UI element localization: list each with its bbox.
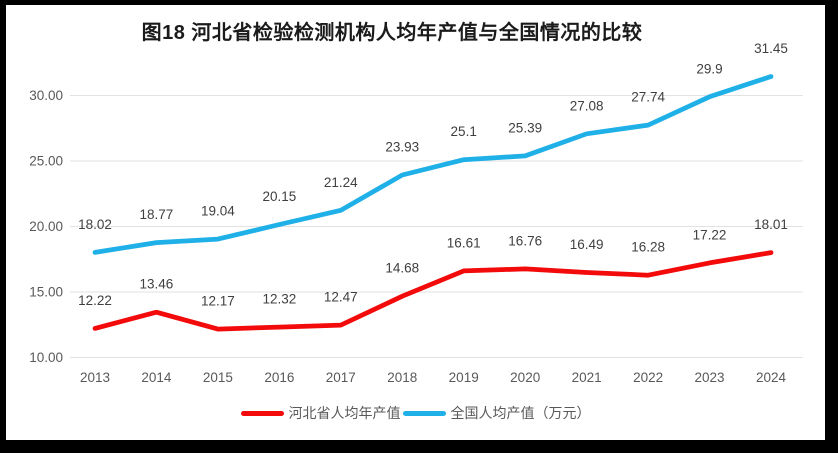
- data-label: 19.04: [201, 204, 235, 219]
- y-axis-tick-label: 30.00: [29, 88, 63, 103]
- x-axis-tick-label: 2020: [510, 370, 540, 385]
- data-label: 25.39: [508, 120, 542, 135]
- data-label: 16.28: [631, 240, 665, 255]
- data-label: 29.9: [696, 61, 722, 76]
- y-axis-tick-label: 25.00: [29, 154, 63, 169]
- x-axis-tick-label: 2015: [203, 370, 233, 385]
- x-axis-tick-label: 2018: [387, 370, 417, 385]
- data-label: 13.46: [140, 277, 174, 292]
- data-label: 12.32: [263, 292, 297, 307]
- data-label: 21.24: [324, 175, 358, 190]
- y-axis-tick-label: 15.00: [29, 285, 63, 300]
- data-label: 20.15: [263, 189, 297, 204]
- data-label: 12.22: [78, 293, 112, 308]
- x-axis-tick-label: 2013: [80, 370, 110, 385]
- data-label: 31.45: [754, 41, 788, 56]
- x-axis-tick-label: 2024: [756, 370, 787, 385]
- legend-label: 全国人均产值（万元）: [450, 405, 591, 421]
- data-label: 16.49: [570, 237, 604, 252]
- x-axis-tick-label: 2022: [633, 370, 663, 385]
- data-label: 16.61: [447, 235, 481, 250]
- series-line-1: [92, 74, 774, 255]
- x-axis-tick-label: 2016: [264, 370, 294, 385]
- legend-item: 河北省人均年产值: [240, 403, 401, 423]
- chart-title: 图18 河北省检验检测机构人均年产值与全国情况的比较: [141, 22, 643, 44]
- legend: 河北省人均年产值 全国人均产值（万元）: [6, 403, 825, 423]
- chart-svg: 30.00 25.00 20.00 15.00 10.00 2013 2014 2015 201…: [29, 41, 803, 385]
- x-axis-tick-label: 2014: [141, 370, 172, 385]
- legend-swatch: [402, 410, 446, 416]
- data-label: 16.76: [508, 233, 542, 248]
- data-label: 27.08: [570, 98, 604, 113]
- series-line-0: [92, 250, 774, 332]
- data-label: 27.74: [631, 90, 665, 105]
- y-axis-tick-label: 20.00: [29, 219, 63, 234]
- data-label: 18.02: [78, 217, 112, 232]
- data-label: 23.93: [385, 140, 419, 155]
- x-axis-tick-label: 2019: [449, 370, 479, 385]
- data-label: 12.47: [324, 290, 358, 305]
- data-label: 25.1: [451, 124, 477, 139]
- data-label: 14.68: [385, 261, 419, 276]
- data-label: 17.22: [693, 227, 727, 242]
- y-axis-tick-label: 10.00: [29, 350, 63, 365]
- legend-item: 全国人均产值（万元）: [402, 403, 591, 423]
- data-label: 18.77: [140, 207, 174, 222]
- data-label: 12.17: [201, 294, 235, 309]
- x-axis-tick-label: 2021: [572, 370, 602, 385]
- x-axis-tick-label: 2023: [694, 370, 724, 385]
- data-label: 18.01: [754, 217, 788, 232]
- x-axis-tick-label: 2017: [326, 370, 356, 385]
- legend-label: 河北省人均年产值: [288, 405, 401, 421]
- chart-canvas: 图18 河北省检验检测机构人均年产值与全国情况的比较 30.00 25.00 20.…: [6, 5, 825, 440]
- legend-swatch: [240, 410, 284, 416]
